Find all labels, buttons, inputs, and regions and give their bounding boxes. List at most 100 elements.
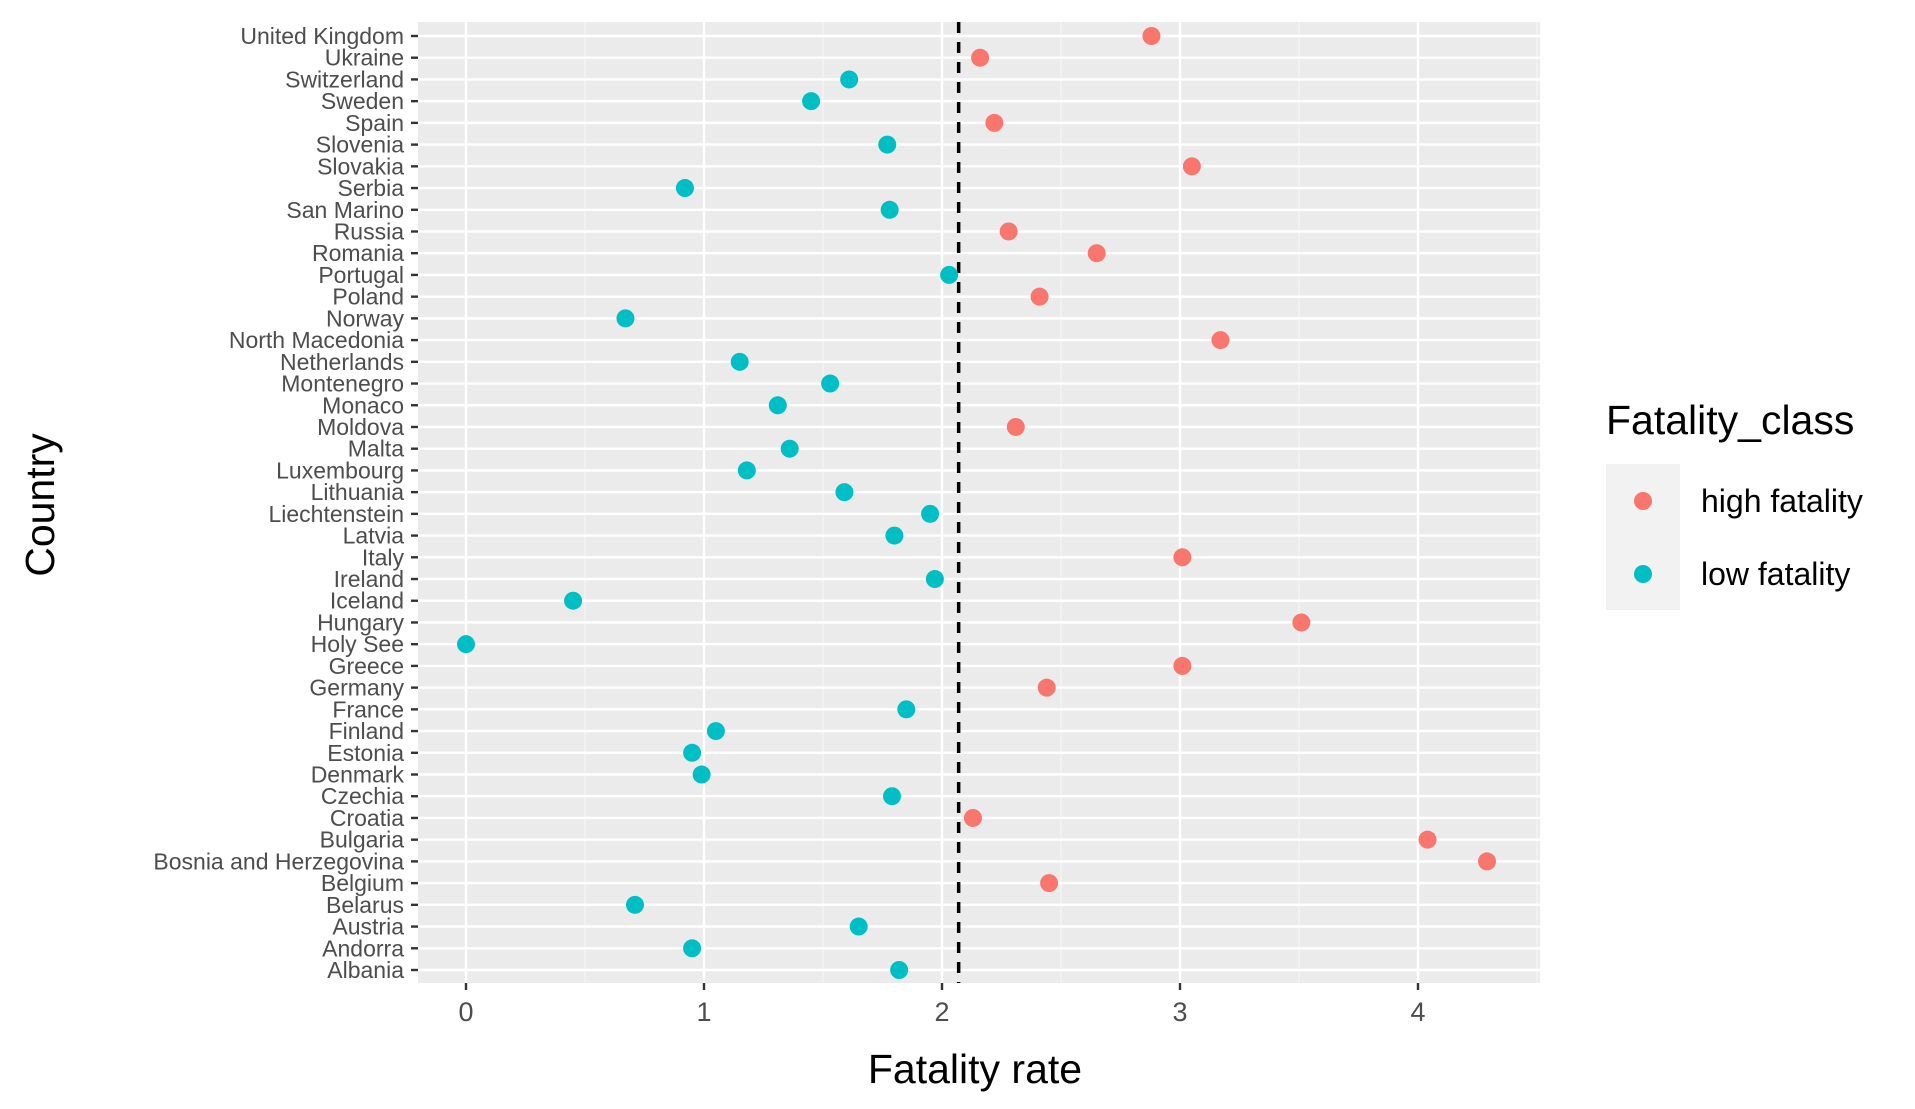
x-tick-label: 4 xyxy=(1410,997,1425,1027)
point-hungary xyxy=(1292,613,1311,632)
point-netherlands xyxy=(730,352,749,371)
y-tick-label: Switzerland xyxy=(285,66,404,92)
point-italy xyxy=(1173,548,1192,567)
y-tick-label: Greece xyxy=(329,653,404,679)
legend-label-low-fatality: low fatality xyxy=(1701,556,1850,592)
y-tick-label: Luxembourg xyxy=(276,457,404,483)
point-montenegro xyxy=(821,374,840,393)
legend-label-high-fatality: high fatality xyxy=(1701,483,1863,519)
y-tick-label: Germany xyxy=(309,675,404,701)
point-czechia xyxy=(883,787,902,806)
y-tick-label: Poland xyxy=(332,284,404,310)
point-bulgaria xyxy=(1418,830,1437,849)
point-spain xyxy=(985,113,1004,132)
legend-key-background xyxy=(1606,464,1680,610)
point-austria xyxy=(849,917,868,936)
x-tick-label: 3 xyxy=(1172,997,1187,1027)
major-gridlines xyxy=(418,22,1540,983)
y-tick-label: Sweden xyxy=(321,88,404,114)
y-tick-label: Czechia xyxy=(321,783,404,809)
point-san-marino xyxy=(880,200,899,219)
point-belarus xyxy=(625,895,644,914)
x-tick-label: 2 xyxy=(934,997,949,1027)
y-tick-label: Monaco xyxy=(322,392,404,418)
y-tick-label: Serbia xyxy=(338,175,405,201)
y-tick-label: Ukraine xyxy=(325,45,404,71)
x-tick-label: 1 xyxy=(696,997,711,1027)
y-tick-label: Finland xyxy=(329,718,404,744)
point-united-kingdom xyxy=(1142,27,1161,45)
y-tick-label: Spain xyxy=(345,110,404,136)
y-tick-label: Bulgaria xyxy=(320,827,405,853)
y-tick-label: Albania xyxy=(327,957,404,983)
y-tick-label: Lithuania xyxy=(311,479,405,505)
data-points xyxy=(457,27,1497,979)
y-tick-label: Belgium xyxy=(321,870,404,896)
point-germany xyxy=(1037,678,1056,697)
y-tick-label: Netherlands xyxy=(280,349,404,375)
point-albania xyxy=(890,961,909,979)
y-tick-label: Iceland xyxy=(330,588,404,614)
y-tick-label: Hungary xyxy=(317,609,404,635)
point-greece xyxy=(1173,656,1192,675)
point-belgium xyxy=(1040,874,1059,893)
y-axis: AlbaniaAndorraAustriaBelarusBelgiumBosni… xyxy=(153,23,418,983)
legend-key-low-fatality xyxy=(1634,565,1652,583)
y-tick-label: Slovenia xyxy=(316,132,404,158)
y-tick-label: Italy xyxy=(362,544,405,570)
y-tick-label: Liechtenstein xyxy=(268,501,404,527)
point-france xyxy=(897,700,916,719)
point-poland xyxy=(1030,287,1049,306)
point-lithuania xyxy=(835,483,854,502)
point-ireland xyxy=(925,570,944,589)
y-tick-label: Holy See xyxy=(311,631,404,657)
point-portugal xyxy=(940,265,959,284)
point-croatia xyxy=(963,808,982,827)
point-switzerland xyxy=(840,70,859,89)
y-tick-label: Belarus xyxy=(326,892,404,918)
point-malta xyxy=(780,439,799,458)
y-tick-label: Montenegro xyxy=(281,371,404,397)
point-serbia xyxy=(675,179,694,198)
x-axis: 0 1 2 3 4 xyxy=(458,983,1426,1027)
y-tick-label: Croatia xyxy=(330,805,404,831)
point-norway xyxy=(616,309,635,328)
point-monaco xyxy=(768,396,787,415)
point-liechtenstein xyxy=(921,504,940,523)
y-tick-label: San Marino xyxy=(286,197,404,223)
point-finland xyxy=(706,722,725,741)
y-tick-label: Denmark xyxy=(311,762,405,788)
x-tick-label: 0 xyxy=(458,997,473,1027)
legend: Fatality_class high fatality low fatalit… xyxy=(1606,397,1863,610)
y-tick-label: Norway xyxy=(326,305,404,331)
point-luxembourg xyxy=(737,461,756,480)
y-tick-label: Latvia xyxy=(343,523,405,549)
point-moldova xyxy=(1006,417,1025,436)
point-iceland xyxy=(564,591,583,610)
y-tick-label: Estonia xyxy=(327,740,404,766)
y-tick-label: Russia xyxy=(334,218,405,244)
point-slovakia xyxy=(1182,157,1201,176)
minor-gridlines xyxy=(584,22,1538,983)
point-ukraine xyxy=(971,48,990,67)
point-slovenia xyxy=(878,135,897,154)
y-tick-label: Austria xyxy=(332,914,404,940)
legend-title: Fatality_class xyxy=(1606,397,1854,443)
y-axis-title: Country xyxy=(17,433,63,577)
point-bosnia-and-herzegovina xyxy=(1478,852,1497,871)
point-romania xyxy=(1087,244,1106,263)
point-russia xyxy=(999,222,1018,241)
legend-key-high-fatality xyxy=(1634,492,1652,510)
y-tick-label: Ireland xyxy=(334,566,404,592)
point-denmark xyxy=(692,765,711,784)
y-tick-label: United Kingdom xyxy=(240,23,404,49)
point-estonia xyxy=(683,743,702,762)
y-tick-label: Slovakia xyxy=(317,153,404,179)
point-andorra xyxy=(683,939,702,958)
point-north-macedonia xyxy=(1211,331,1230,350)
y-tick-label: Romania xyxy=(312,240,404,266)
y-tick-label: Bosnia and Herzegovina xyxy=(153,848,404,874)
y-tick-label: France xyxy=(332,696,404,722)
y-tick-label: Andorra xyxy=(322,935,404,961)
